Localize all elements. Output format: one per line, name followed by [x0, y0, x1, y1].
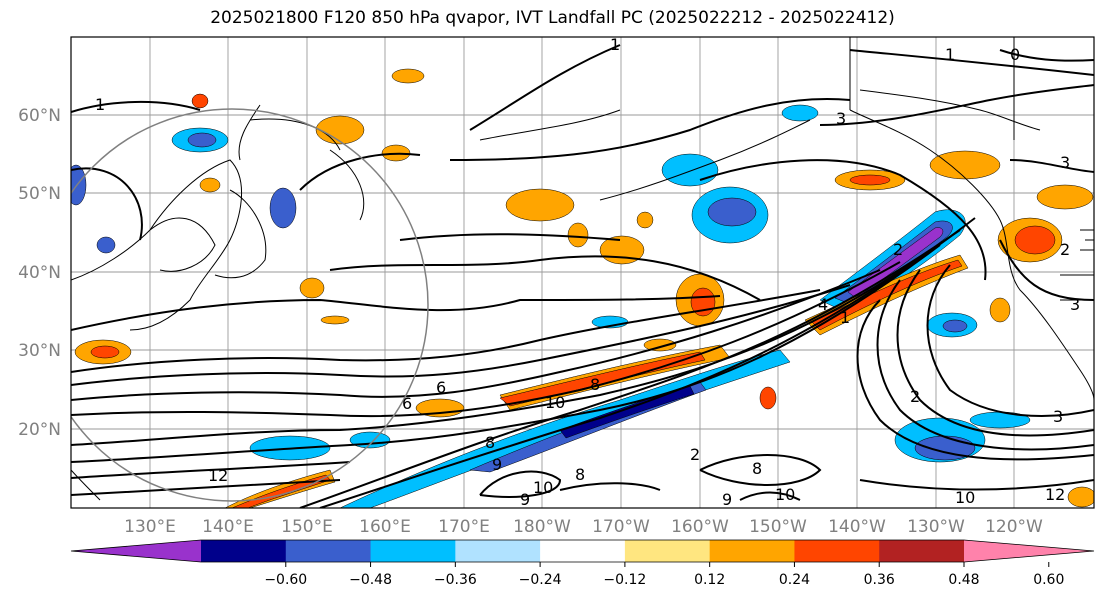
lon-label: 140°W [828, 517, 886, 537]
pc-domain-circle [71, 108, 429, 502]
lon-label: 130°E [124, 517, 176, 537]
contour-label: 10 [545, 393, 565, 412]
lon-label: 120°W [985, 517, 1043, 537]
colorbar-tick-label: 0.12 [694, 572, 725, 588]
lon-label: 130°W [907, 517, 965, 537]
colorbar-bin [879, 540, 965, 562]
ivt-contours [71, 44, 1094, 508]
colorbar-outline [70, 539, 1095, 563]
map-title: 2025021800 F120 850 hPa qvapor, IVT Land… [210, 8, 895, 28]
colorbar: −0.60 −0.48 −0.36 −0.24 −0.12 0.12 0.24 0.36 0.4… [70, 539, 1095, 588]
contour-label: 1 [610, 35, 620, 54]
contour-label: 4 [818, 295, 828, 314]
contour-label: 10 [955, 488, 975, 507]
contour-label: 8 [575, 465, 585, 484]
colorbar-tick-label: 0.60 [1033, 572, 1064, 588]
contour-label: 9 [520, 490, 530, 509]
contour-label: 8 [590, 375, 600, 394]
colorbar-tick-label: −0.48 [349, 572, 392, 588]
lon-label: 160°W [671, 517, 729, 537]
colorbar-tick-label: −0.60 [264, 572, 307, 588]
lat-label: 60°N [18, 106, 61, 126]
colorbar-extend-high [964, 540, 1094, 562]
lat-label: 40°N [18, 263, 61, 283]
colorbar-tick-label: −0.24 [519, 572, 562, 588]
contour-label: 3 [836, 109, 846, 128]
colorbar-bin [540, 540, 626, 562]
contour-label: 2 [910, 387, 920, 406]
contour-label: 10 [533, 478, 553, 497]
contour-label: 3 [1070, 295, 1080, 314]
lon-label: 180°W [513, 517, 571, 537]
contour-label: 2 [690, 445, 700, 464]
contour-label: 9 [722, 490, 732, 509]
colorbar-bin [370, 540, 456, 562]
contour-label: 2 [1060, 240, 1070, 259]
contour-label: 2 [893, 240, 903, 259]
colorbar-bin [201, 540, 287, 562]
lon-label: 160°E [359, 517, 411, 537]
lon-label: 150°E [281, 517, 333, 537]
contour-labels: 1 1 1 3 3 3 2 2 1 4 6 6 8 10 8 9 8 9 10 … [95, 35, 1080, 509]
contour-label: 0 [1010, 45, 1020, 64]
contour-label: 9 [492, 455, 502, 474]
lon-label: 140°E [202, 517, 254, 537]
contour-label: 1 [840, 308, 850, 327]
lon-label: 170°W [592, 517, 650, 537]
lat-label: 20°N [18, 420, 61, 440]
contour-label: 6 [402, 394, 412, 413]
colorbar-tick-label: −0.36 [434, 572, 477, 588]
lon-label: 170°E [438, 517, 490, 537]
lon-labels: 130°E 140°E 150°E 160°E 170°E 180°W 170°… [124, 517, 1043, 537]
contour-label: 8 [485, 433, 495, 452]
contour-label: 8 [752, 459, 762, 478]
lon-label: 150°W [749, 517, 807, 537]
lat-label: 30°N [18, 341, 61, 361]
contour-label: 6 [436, 378, 446, 397]
colorbar-tick-label: 0.36 [864, 572, 895, 588]
contour-label: 12 [208, 466, 228, 485]
colorbar-bin [624, 540, 711, 562]
contour-label: 3 [1053, 407, 1063, 426]
lat-labels: 60°N 50°N 40°N 30°N 20°N [18, 106, 61, 440]
map-border [70, 36, 1095, 509]
contour-label: 3 [1060, 153, 1070, 172]
colorbar-tick-label: 0.24 [779, 572, 810, 588]
contour-label: 10 [775, 485, 795, 504]
colorbar-bin [794, 540, 880, 562]
colorbar-tick-label: −0.12 [603, 572, 646, 588]
lat-label: 50°N [18, 184, 61, 204]
colorbar-extend-low [71, 540, 201, 562]
colorbar-bin [455, 540, 541, 562]
contour-label: 1 [945, 45, 955, 64]
coastlines [71, 37, 1094, 501]
colorbar-bin [709, 540, 795, 562]
contour-label: 1 [95, 95, 105, 114]
contour-label: 12 [1045, 485, 1065, 504]
colorbar-tick-label: 0.48 [948, 572, 979, 588]
colorbar-bin [285, 540, 372, 562]
